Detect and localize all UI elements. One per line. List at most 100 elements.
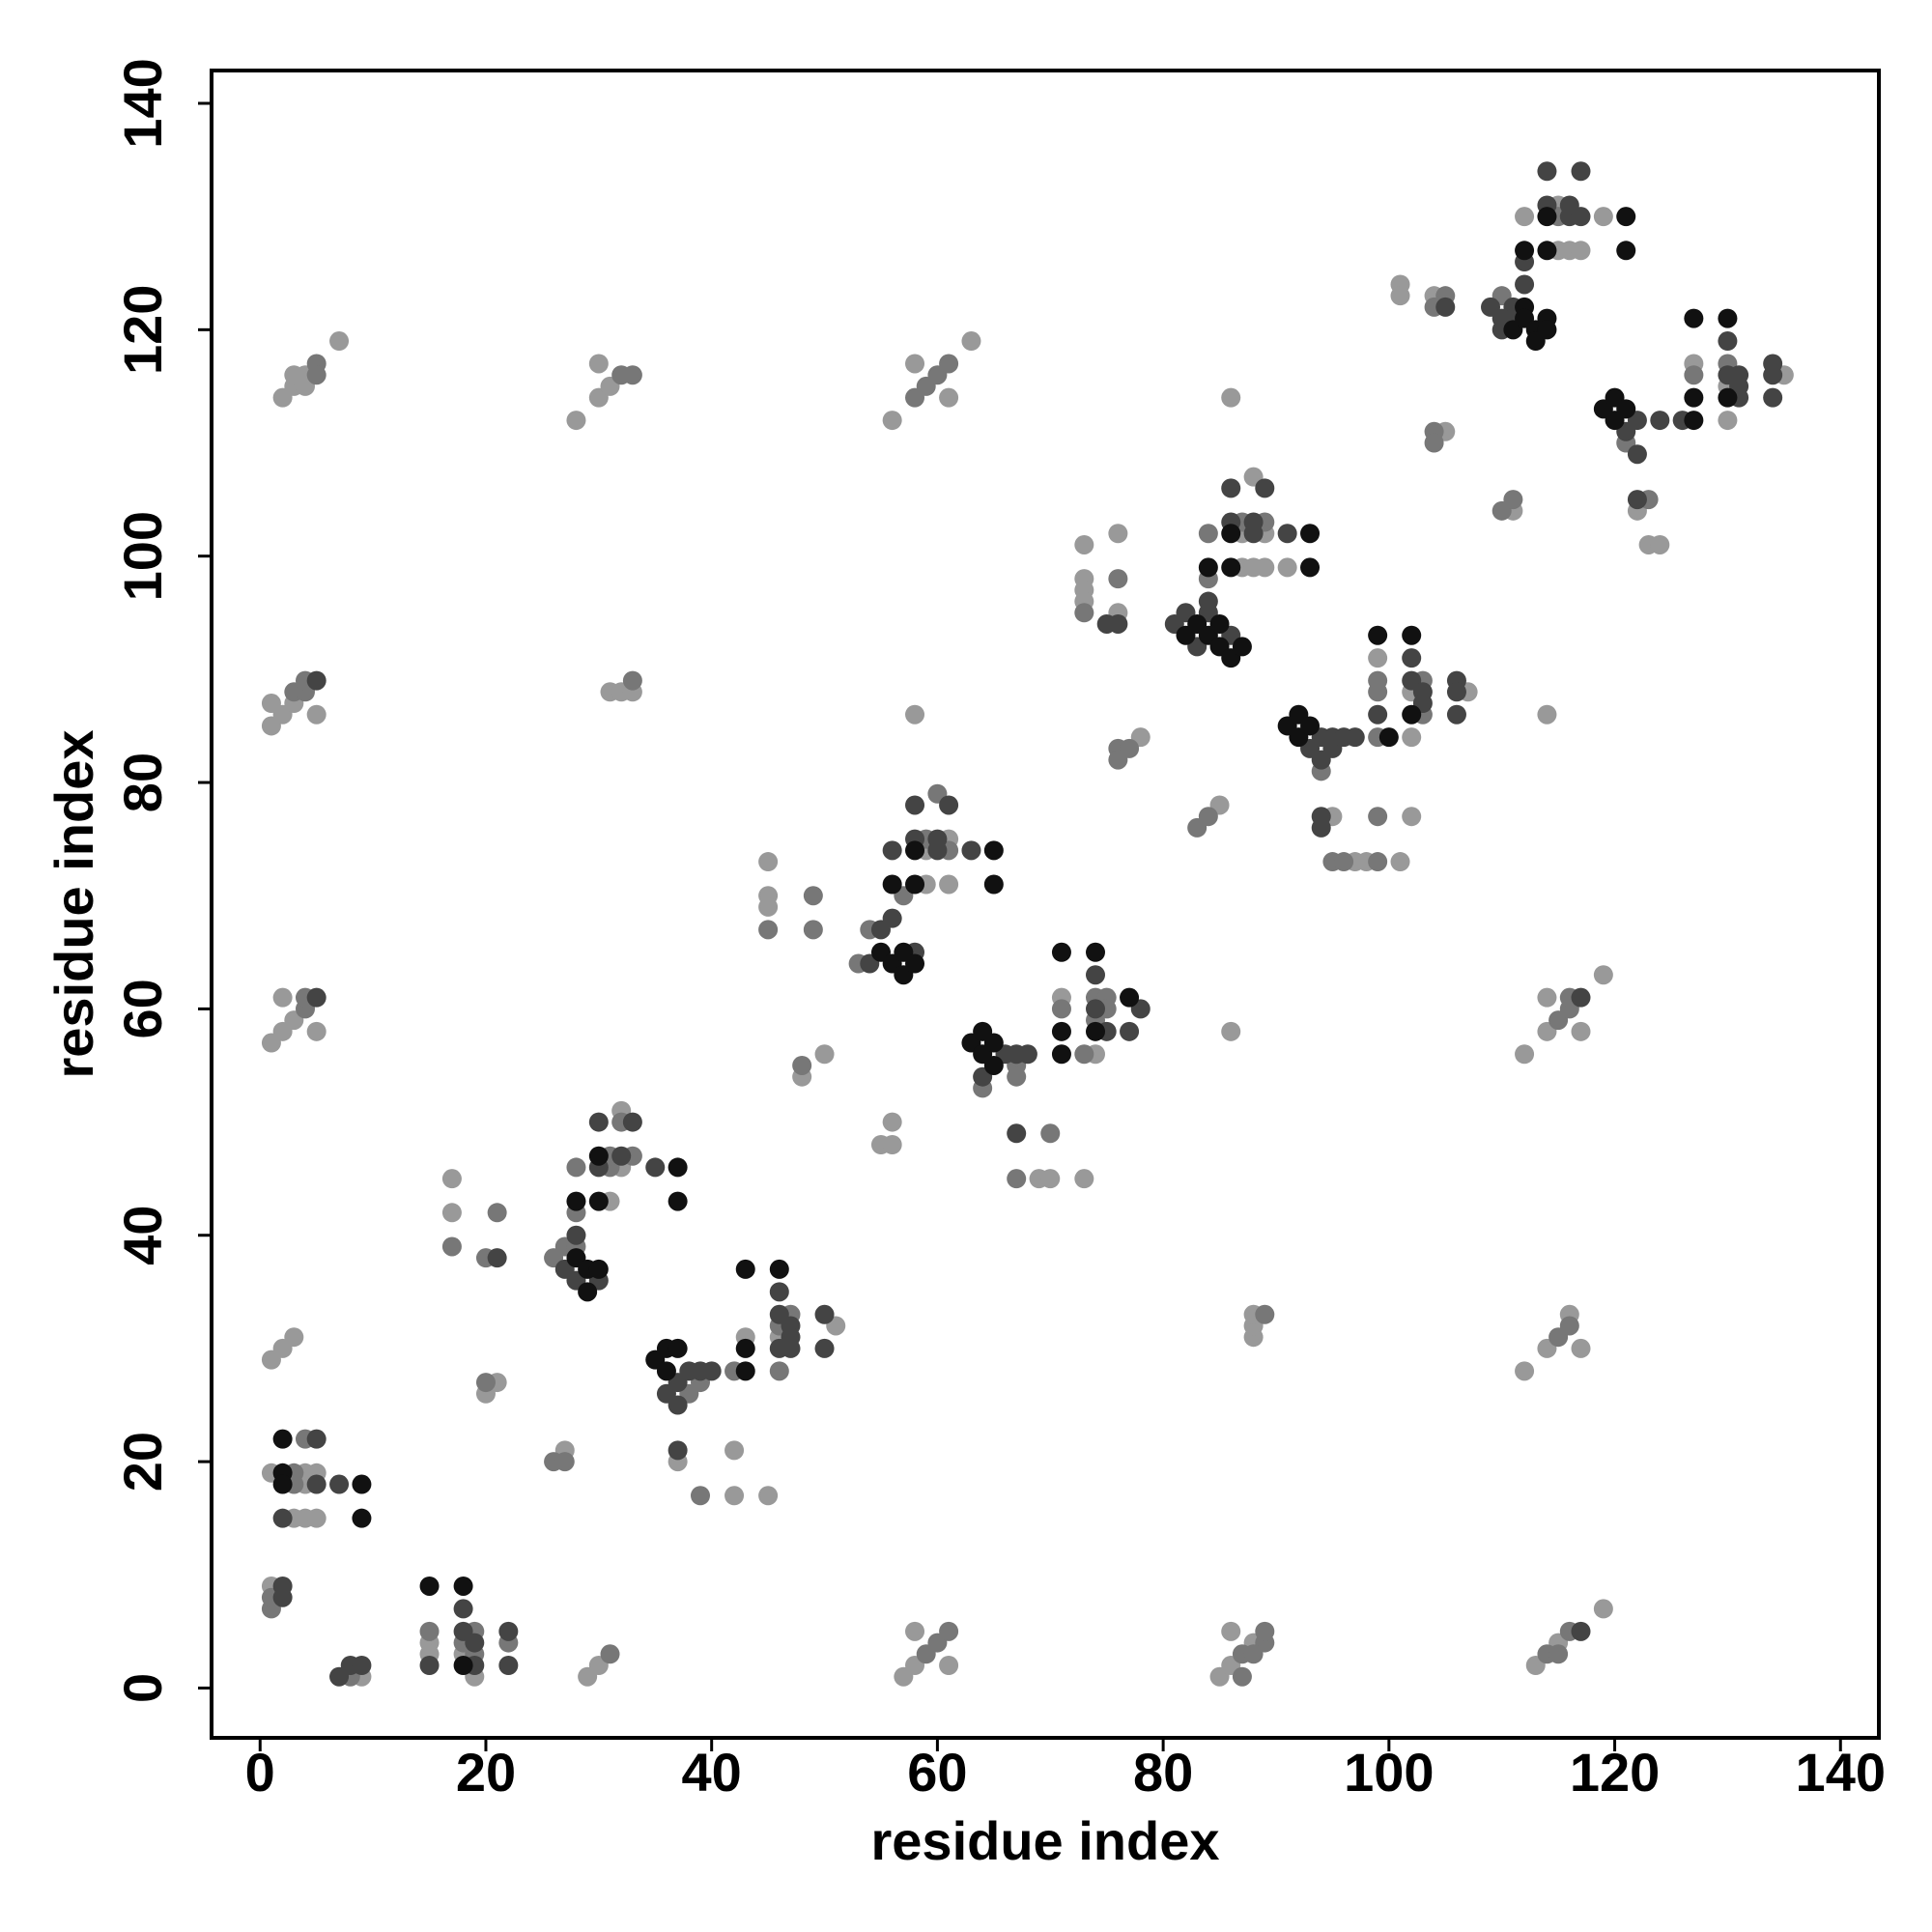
contact-point [1559,1316,1579,1336]
contact-point [882,1134,902,1154]
contact-point [1402,648,1422,668]
contact-point [1571,1338,1591,1358]
contact-point [1684,387,1704,408]
contact-point [882,874,902,895]
contact-point [1086,965,1106,985]
contact-point [1017,1044,1037,1065]
contact-point [1221,524,1241,544]
contact-point [1108,613,1128,634]
contact-point [1345,727,1365,748]
contact-point [1007,1169,1027,1189]
contact-point [1368,852,1388,872]
contact-point [1198,591,1218,611]
contact-point [441,1236,462,1257]
contact-point [758,920,779,940]
contact-point [1277,524,1297,544]
contact-point [939,387,959,408]
contact-point [306,1508,327,1528]
contact-point [1198,524,1218,544]
contact-point [668,1191,688,1211]
contact-point [1221,557,1241,578]
contact-point [588,354,609,374]
x-tick-label: 100 [1344,1742,1434,1803]
contact-point [272,1508,293,1528]
contact-point [645,1157,666,1178]
contact-point [814,1044,835,1065]
contact-point [1120,738,1140,758]
contact-point [329,1474,350,1494]
contact-point [1537,207,1557,227]
contact-point [1571,1621,1591,1641]
contact-point [600,1644,620,1664]
contact-point [905,953,925,974]
contact-point [306,987,327,1008]
contact-point [905,1621,925,1641]
contact-point [1040,1169,1061,1189]
contact-point [1198,557,1218,578]
contact-point [1684,308,1704,328]
x-axis-title: residue index [870,1810,1219,1871]
contact-point [1515,1361,1535,1381]
contact-point [758,1486,779,1506]
contact-point [453,1656,473,1676]
contact-point [668,1157,688,1178]
contact-point [882,411,902,431]
contact-point [758,896,779,917]
contact-point [1571,241,1591,261]
contact-point [939,874,959,895]
contact-point [1593,1599,1613,1619]
contact-point [1221,478,1241,498]
contact-point [1537,161,1557,182]
contact-point [1074,1044,1094,1065]
contact-point [1593,207,1613,227]
contact-point [1515,274,1535,295]
x-tick-label: 40 [682,1742,742,1803]
contact-point [983,840,1004,861]
contact-point [882,840,902,861]
contact-point [352,1656,372,1676]
contact-point [769,1259,789,1279]
y-tick-label: 140 [112,58,173,148]
y-tick-label: 120 [112,285,173,375]
y-axis-title: residue index [43,729,104,1078]
contact-point [668,1395,688,1415]
contact-point [419,1656,440,1676]
y-tick-label: 100 [112,511,173,601]
contact-point [1334,852,1354,872]
contact-point [1300,524,1321,544]
contact-point [927,829,948,849]
contact-point [622,670,642,691]
contact-point [701,1361,722,1381]
contact-point [1537,241,1557,261]
y-tick-label: 20 [112,1432,173,1492]
contact-point [656,1361,676,1381]
contact-point [419,1621,440,1641]
contact-point [1221,1021,1241,1041]
contact-point [284,1327,304,1348]
contact-point [1593,965,1613,985]
contact-point [1684,411,1704,431]
contact-point [668,1440,688,1461]
contact-point [735,1259,755,1279]
contact-point [690,1486,710,1506]
contact-point [272,1576,293,1596]
contact-point [668,1338,688,1358]
contact-point [882,1112,902,1132]
contact-point [758,852,779,872]
contact-point [905,795,925,815]
contact-point [1232,1666,1252,1687]
contact-point [588,1112,609,1132]
contact-point [1255,478,1275,498]
contact-point [1086,942,1106,962]
contact-point [306,1474,327,1494]
contact-point [724,1486,745,1506]
contact-point [465,1633,485,1653]
contact-point [1571,987,1591,1008]
contact-point [441,1203,462,1223]
contact-point [1221,387,1241,408]
contact-point [611,1146,632,1166]
contact-point [588,1191,609,1211]
contact-point [566,1191,586,1211]
